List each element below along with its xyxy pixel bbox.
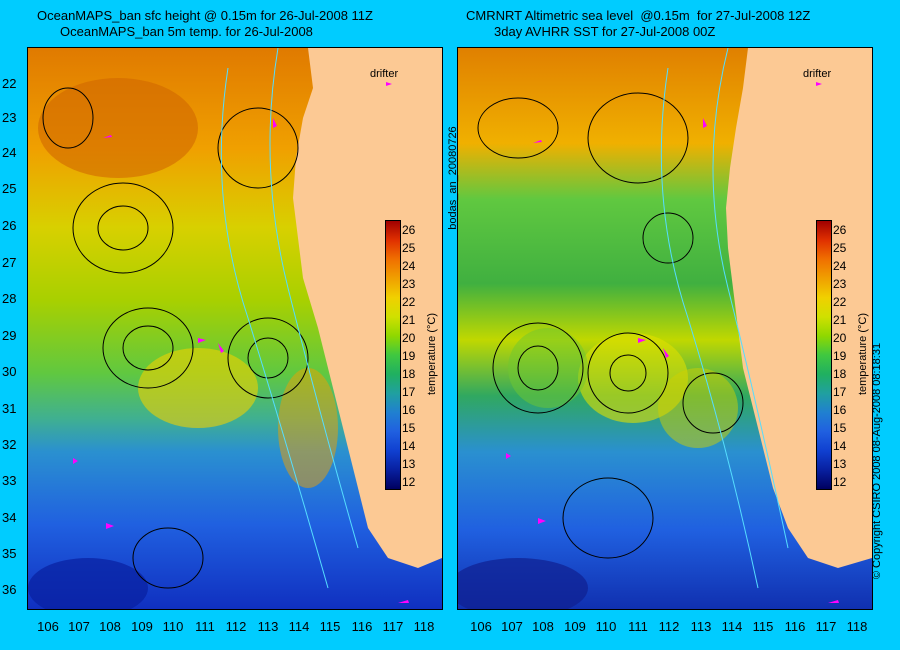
lat-label: 36 <box>2 582 17 597</box>
lon-label: 117 <box>815 619 837 634</box>
drifter-arrow-icon <box>506 82 839 603</box>
colorbar-gradient <box>816 220 832 490</box>
colorbar-tick: 14 <box>833 439 847 453</box>
colorbar-tick: 21 <box>833 313 847 327</box>
land-mass <box>726 48 872 568</box>
lon-label: 116 <box>784 619 806 634</box>
lon-label: 112 <box>658 619 680 634</box>
lon-label: 110 <box>595 619 617 634</box>
colorbar-tick: 21 <box>402 313 416 327</box>
colorbar-tick: 20 <box>833 331 847 345</box>
colorbar-tick: 23 <box>833 277 847 291</box>
colorbar-tick: 22 <box>833 295 847 309</box>
colorbar-tick: 15 <box>833 421 847 435</box>
lat-label: 33 <box>2 473 17 488</box>
drifter-legend-left: drifter <box>370 68 399 80</box>
lon-label: 109 <box>131 619 153 634</box>
drifter-arrow-icon <box>73 82 409 603</box>
lat-label: 28 <box>2 291 17 306</box>
colorbar-tick: 25 <box>833 241 847 255</box>
lat-label: 32 <box>2 437 17 452</box>
lat-label: 29 <box>2 328 17 343</box>
colorbar-tick: 19 <box>833 349 847 363</box>
lat-label: 31 <box>2 401 17 416</box>
lat-label: 22 <box>2 76 17 91</box>
lon-label: 118 <box>846 619 868 634</box>
colorbar-tick: 26 <box>402 223 416 237</box>
colorbar-tick: 19 <box>402 349 416 363</box>
lon-label: 113 <box>257 619 279 634</box>
lon-label: 117 <box>382 619 404 634</box>
lon-label: 107 <box>68 619 90 634</box>
colorbar-tick: 17 <box>833 385 847 399</box>
colorbar-tick: 18 <box>402 367 416 381</box>
lon-label: 106 <box>37 619 59 634</box>
left-title-1: OceanMAPS_ban sfc height @ 0.15m for 26-… <box>37 8 373 23</box>
right-title-2: 3day AVHRR SST for 27-Jul-2008 00Z <box>494 24 716 39</box>
colorbar-tick: 24 <box>833 259 847 273</box>
land-mass <box>293 48 442 568</box>
lon-label: 115 <box>319 619 341 634</box>
lat-label: 23 <box>2 110 17 125</box>
colorbar-label: temperature (°C) <box>426 312 438 396</box>
colorbar-label: temperature (°C) <box>857 312 869 396</box>
colorbar-tick: 20 <box>402 331 416 345</box>
lat-label: 30 <box>2 364 17 379</box>
lat-label: 34 <box>2 510 17 525</box>
lon-label: 108 <box>532 619 554 634</box>
colorbar-tick: 14 <box>402 439 416 453</box>
colorbar-tick: 12 <box>402 475 416 489</box>
colorbar-tick: 17 <box>402 385 416 399</box>
lon-label: 111 <box>195 619 215 634</box>
lon-label: 114 <box>721 619 743 634</box>
lat-label: 26 <box>2 218 17 233</box>
lon-label: 113 <box>690 619 712 634</box>
lon-label: 108 <box>99 619 121 634</box>
colorbar-tick: 12 <box>833 475 847 489</box>
lon-label: 111 <box>628 619 648 634</box>
colorbar-tick: 15 <box>402 421 416 435</box>
drifter-legend-right: drifter <box>803 68 832 80</box>
lon-label: 116 <box>351 619 373 634</box>
copyright-label: © Copyright CSIRO 2008 08-Aug-2008 08:18… <box>871 342 883 580</box>
right-title-1: CMRNRT Altimetric sea level @0.15m for 2… <box>466 8 811 23</box>
colorbar-tick: 13 <box>402 457 416 471</box>
right-map <box>457 47 873 610</box>
lon-label: 106 <box>470 619 492 634</box>
lon-label: 107 <box>501 619 523 634</box>
lat-label: 27 <box>2 255 17 270</box>
colorbar-tick: 13 <box>833 457 847 471</box>
colorbar-tick: 22 <box>402 295 416 309</box>
lon-label: 114 <box>288 619 310 634</box>
left-map <box>27 47 443 610</box>
colorbar-tick: 25 <box>402 241 416 255</box>
colorbar-tick: 16 <box>833 403 847 417</box>
colorbar-tick: 23 <box>402 277 416 291</box>
left-title-2: OceanMAPS_ban 5m temp. for 26-Jul-2008 <box>60 24 313 39</box>
colorbar-gradient <box>385 220 401 490</box>
colorbar-tick: 16 <box>402 403 416 417</box>
lat-label: 35 <box>2 546 17 561</box>
colorbar-tick: 18 <box>833 367 847 381</box>
lon-label: 112 <box>225 619 247 634</box>
lat-label: 25 <box>2 181 17 196</box>
lon-label: 109 <box>564 619 586 634</box>
lon-label: 115 <box>752 619 774 634</box>
lat-label: 24 <box>2 145 17 160</box>
run-id-label: bodas_an_20080726 <box>447 126 459 230</box>
colorbar-tick: 26 <box>833 223 847 237</box>
lon-label: 118 <box>413 619 435 634</box>
lon-label: 110 <box>162 619 184 634</box>
colorbar-tick: 24 <box>402 259 416 273</box>
